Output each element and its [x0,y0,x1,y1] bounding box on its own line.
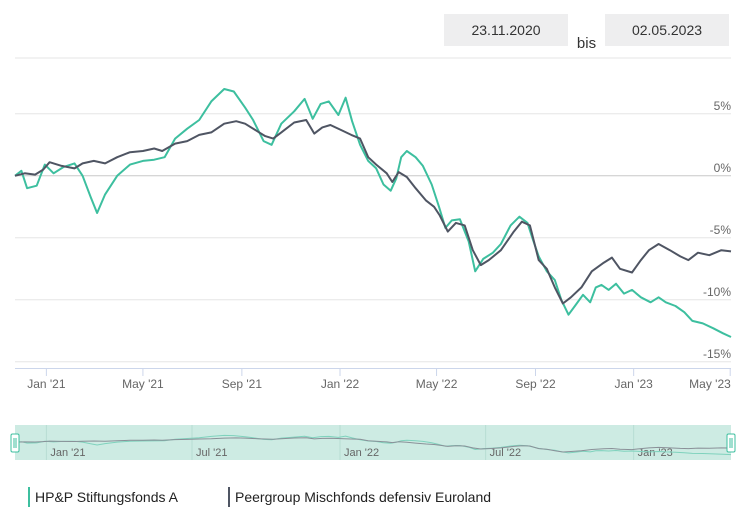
y-tick-label: 5% [714,99,732,113]
navigator-tick-label: Jul '21 [196,447,227,459]
legend-item-peergroup[interactable]: Peergroup Mischfonds defensiv Euroland [228,486,491,508]
x-tick-label: Sep '22 [515,377,556,391]
navigator-series-hpp [14,434,732,456]
navigator-tick-label: Jan '22 [344,447,379,459]
y-tick-label: -5% [710,223,732,237]
date-separator: bis [576,35,597,52]
series-line-peergroup [14,119,732,305]
legend-label: HP&P Stiftungsfonds A [35,489,178,505]
navigator-selection [15,425,731,460]
navigator-handle-right[interactable] [726,433,736,453]
x-tick-label: Sep '21 [222,377,263,391]
legend-item-hpp-stiftungsfonds[interactable]: HP&P Stiftungsfonds A [28,486,178,508]
y-tick-label: 0% [714,161,732,175]
legend-swatch [228,487,230,507]
navigator-handle-left[interactable] [10,433,20,453]
x-tick-label: May '23 [689,377,731,391]
legend-swatch [28,487,30,507]
series-line-hpp-stiftungsfonds [14,88,732,338]
x-tick-label: Jan '22 [321,377,360,391]
x-tick-label: Jan '21 [27,377,66,391]
navigator-series-peergroup [14,437,732,453]
x-tick-label: Jan '23 [614,377,653,391]
y-tick-label: -15% [703,347,731,361]
date-to-input[interactable]: 02.05.2023 [605,14,729,46]
performance-chart: 5% 0% -5% -10% -15% Jan '21 May '21 Sep '21 Jan… [10,57,736,460]
x-tick-label: May '21 [122,377,164,391]
date-from-input[interactable]: 23.11.2020 [444,14,568,46]
navigator-tick-label: Jul '22 [490,447,521,459]
y-tick-label: -10% [703,285,731,299]
x-tick-label: May '22 [416,377,458,391]
legend-label: Peergroup Mischfonds defensiv Euroland [235,489,492,505]
navigator-tick-label: Jan '21 [50,447,85,459]
navigator-tick-label: Jan '23 [638,447,673,459]
